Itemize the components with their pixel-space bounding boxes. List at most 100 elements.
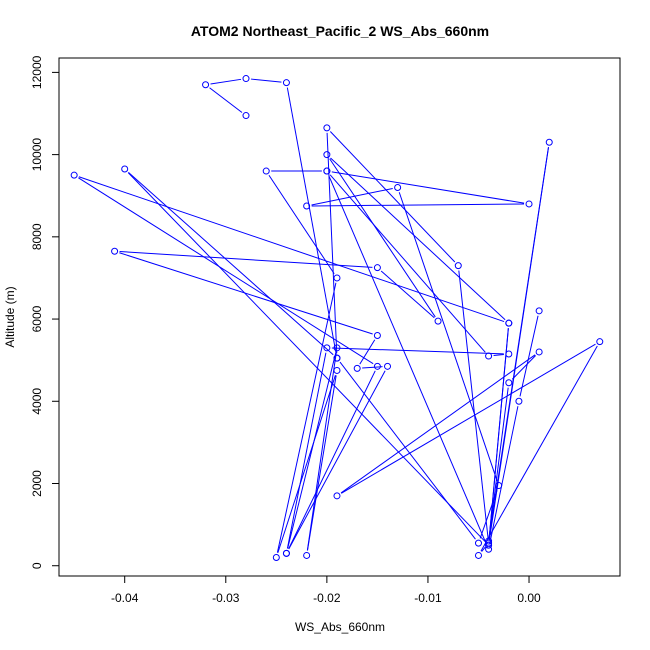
x-axis: -0.04 -0.03 -0.02 -0.01 0.00 (111, 575, 541, 605)
series-line-segment (311, 203, 525, 207)
data-point (434, 317, 442, 325)
series-line-segment (398, 192, 498, 481)
series-line-segment (329, 131, 456, 263)
data-point (333, 366, 341, 374)
data-point (323, 167, 331, 175)
series-line-segment (209, 87, 243, 113)
series-line-segment (339, 361, 476, 540)
series-line-segment (210, 78, 242, 85)
data-point (272, 554, 280, 561)
data-point (303, 551, 311, 559)
series-line-segment (127, 172, 486, 542)
data-point (333, 492, 341, 500)
x-tick-label: -0.03 (212, 591, 240, 605)
series-line-segment (481, 546, 486, 552)
series-line-segment (511, 355, 536, 380)
data-point (242, 112, 250, 120)
series-layer (70, 75, 604, 561)
data-point (262, 167, 270, 175)
series-line-segment (331, 347, 504, 355)
data-point (515, 397, 523, 405)
data-point (323, 124, 331, 132)
data-point (333, 354, 341, 362)
series-line-segment (78, 176, 505, 323)
data-point (323, 151, 331, 159)
series-line-segment (519, 315, 539, 397)
data-point (333, 344, 341, 352)
series-line-segment (286, 87, 337, 354)
data-point (323, 344, 331, 352)
data-point (505, 379, 513, 387)
data-point (485, 541, 493, 549)
data-point (454, 262, 462, 270)
data-point (202, 81, 210, 89)
data-point (545, 138, 553, 146)
data-point (373, 362, 381, 370)
data-point (282, 79, 290, 87)
data-point (242, 75, 250, 83)
x-tick-label: 0.00 (517, 591, 541, 605)
data-point (474, 539, 482, 547)
series-line-segment (479, 490, 498, 539)
data-point (485, 537, 493, 545)
series-line-segment (306, 375, 337, 551)
data-point (596, 338, 604, 346)
data-point (485, 352, 493, 360)
series-line-segment (78, 177, 374, 365)
series-line-segment (489, 406, 519, 545)
data-point (282, 549, 290, 557)
y-tick-label: 10000 (30, 138, 44, 172)
y-axis-label: Altitude (m) (3, 286, 17, 347)
y-tick-label: 2000 (30, 470, 44, 497)
chart-title: ATOM2 Northeast_Pacific_2 WS_Abs_660nm (191, 23, 489, 39)
series-line-segment (341, 343, 596, 494)
series-line-segment (311, 188, 393, 206)
y-tick-label: 6000 (30, 305, 44, 332)
y-tick-label: 4000 (30, 388, 44, 415)
data-point (525, 200, 533, 208)
series-line-segment (326, 132, 338, 354)
series-line-segment (128, 171, 334, 356)
y-tick-label: 0 (30, 562, 44, 569)
data-point (70, 171, 78, 179)
x-tick-label: -0.04 (111, 591, 139, 605)
series-line-segment (119, 251, 373, 268)
series-line-segment (286, 352, 327, 549)
series-line-segment (306, 352, 337, 551)
x-tick-label: -0.02 (313, 591, 341, 605)
data-point (303, 202, 311, 210)
data-point (485, 545, 493, 553)
series-line-segment (329, 174, 486, 353)
data-point (495, 482, 503, 490)
data-point (535, 348, 543, 356)
series-line-segment (340, 354, 536, 494)
data-point (333, 274, 341, 282)
data-point (384, 362, 392, 370)
series-line-segment (329, 158, 436, 318)
data-point (535, 307, 543, 315)
series-line-segment (250, 78, 282, 83)
series-line-segment (288, 370, 376, 550)
series-line-segment (276, 282, 337, 553)
series-line-segment (331, 171, 525, 204)
series-line-segment (458, 270, 489, 539)
data-point (111, 247, 119, 255)
y-axis: 0 2000 4000 6000 8000 10000 12000 (30, 55, 60, 569)
series-line-segment (488, 147, 549, 541)
data-point (505, 350, 513, 358)
y-tick-label: 8000 (30, 223, 44, 250)
data-point (394, 184, 402, 191)
series-line-segment (277, 375, 336, 553)
data-point (505, 319, 513, 327)
x-axis-label: WS_Abs_660nm (295, 620, 385, 634)
series-line-segment (330, 157, 506, 321)
series-line-segment (119, 252, 373, 335)
series-line-segment (488, 387, 509, 537)
series-line-segment (493, 354, 504, 357)
series-line-segment (328, 175, 488, 545)
series-line-segment (268, 174, 335, 275)
x-tick-label: -0.01 (414, 591, 442, 605)
data-point (373, 264, 381, 272)
data-point (474, 551, 482, 559)
